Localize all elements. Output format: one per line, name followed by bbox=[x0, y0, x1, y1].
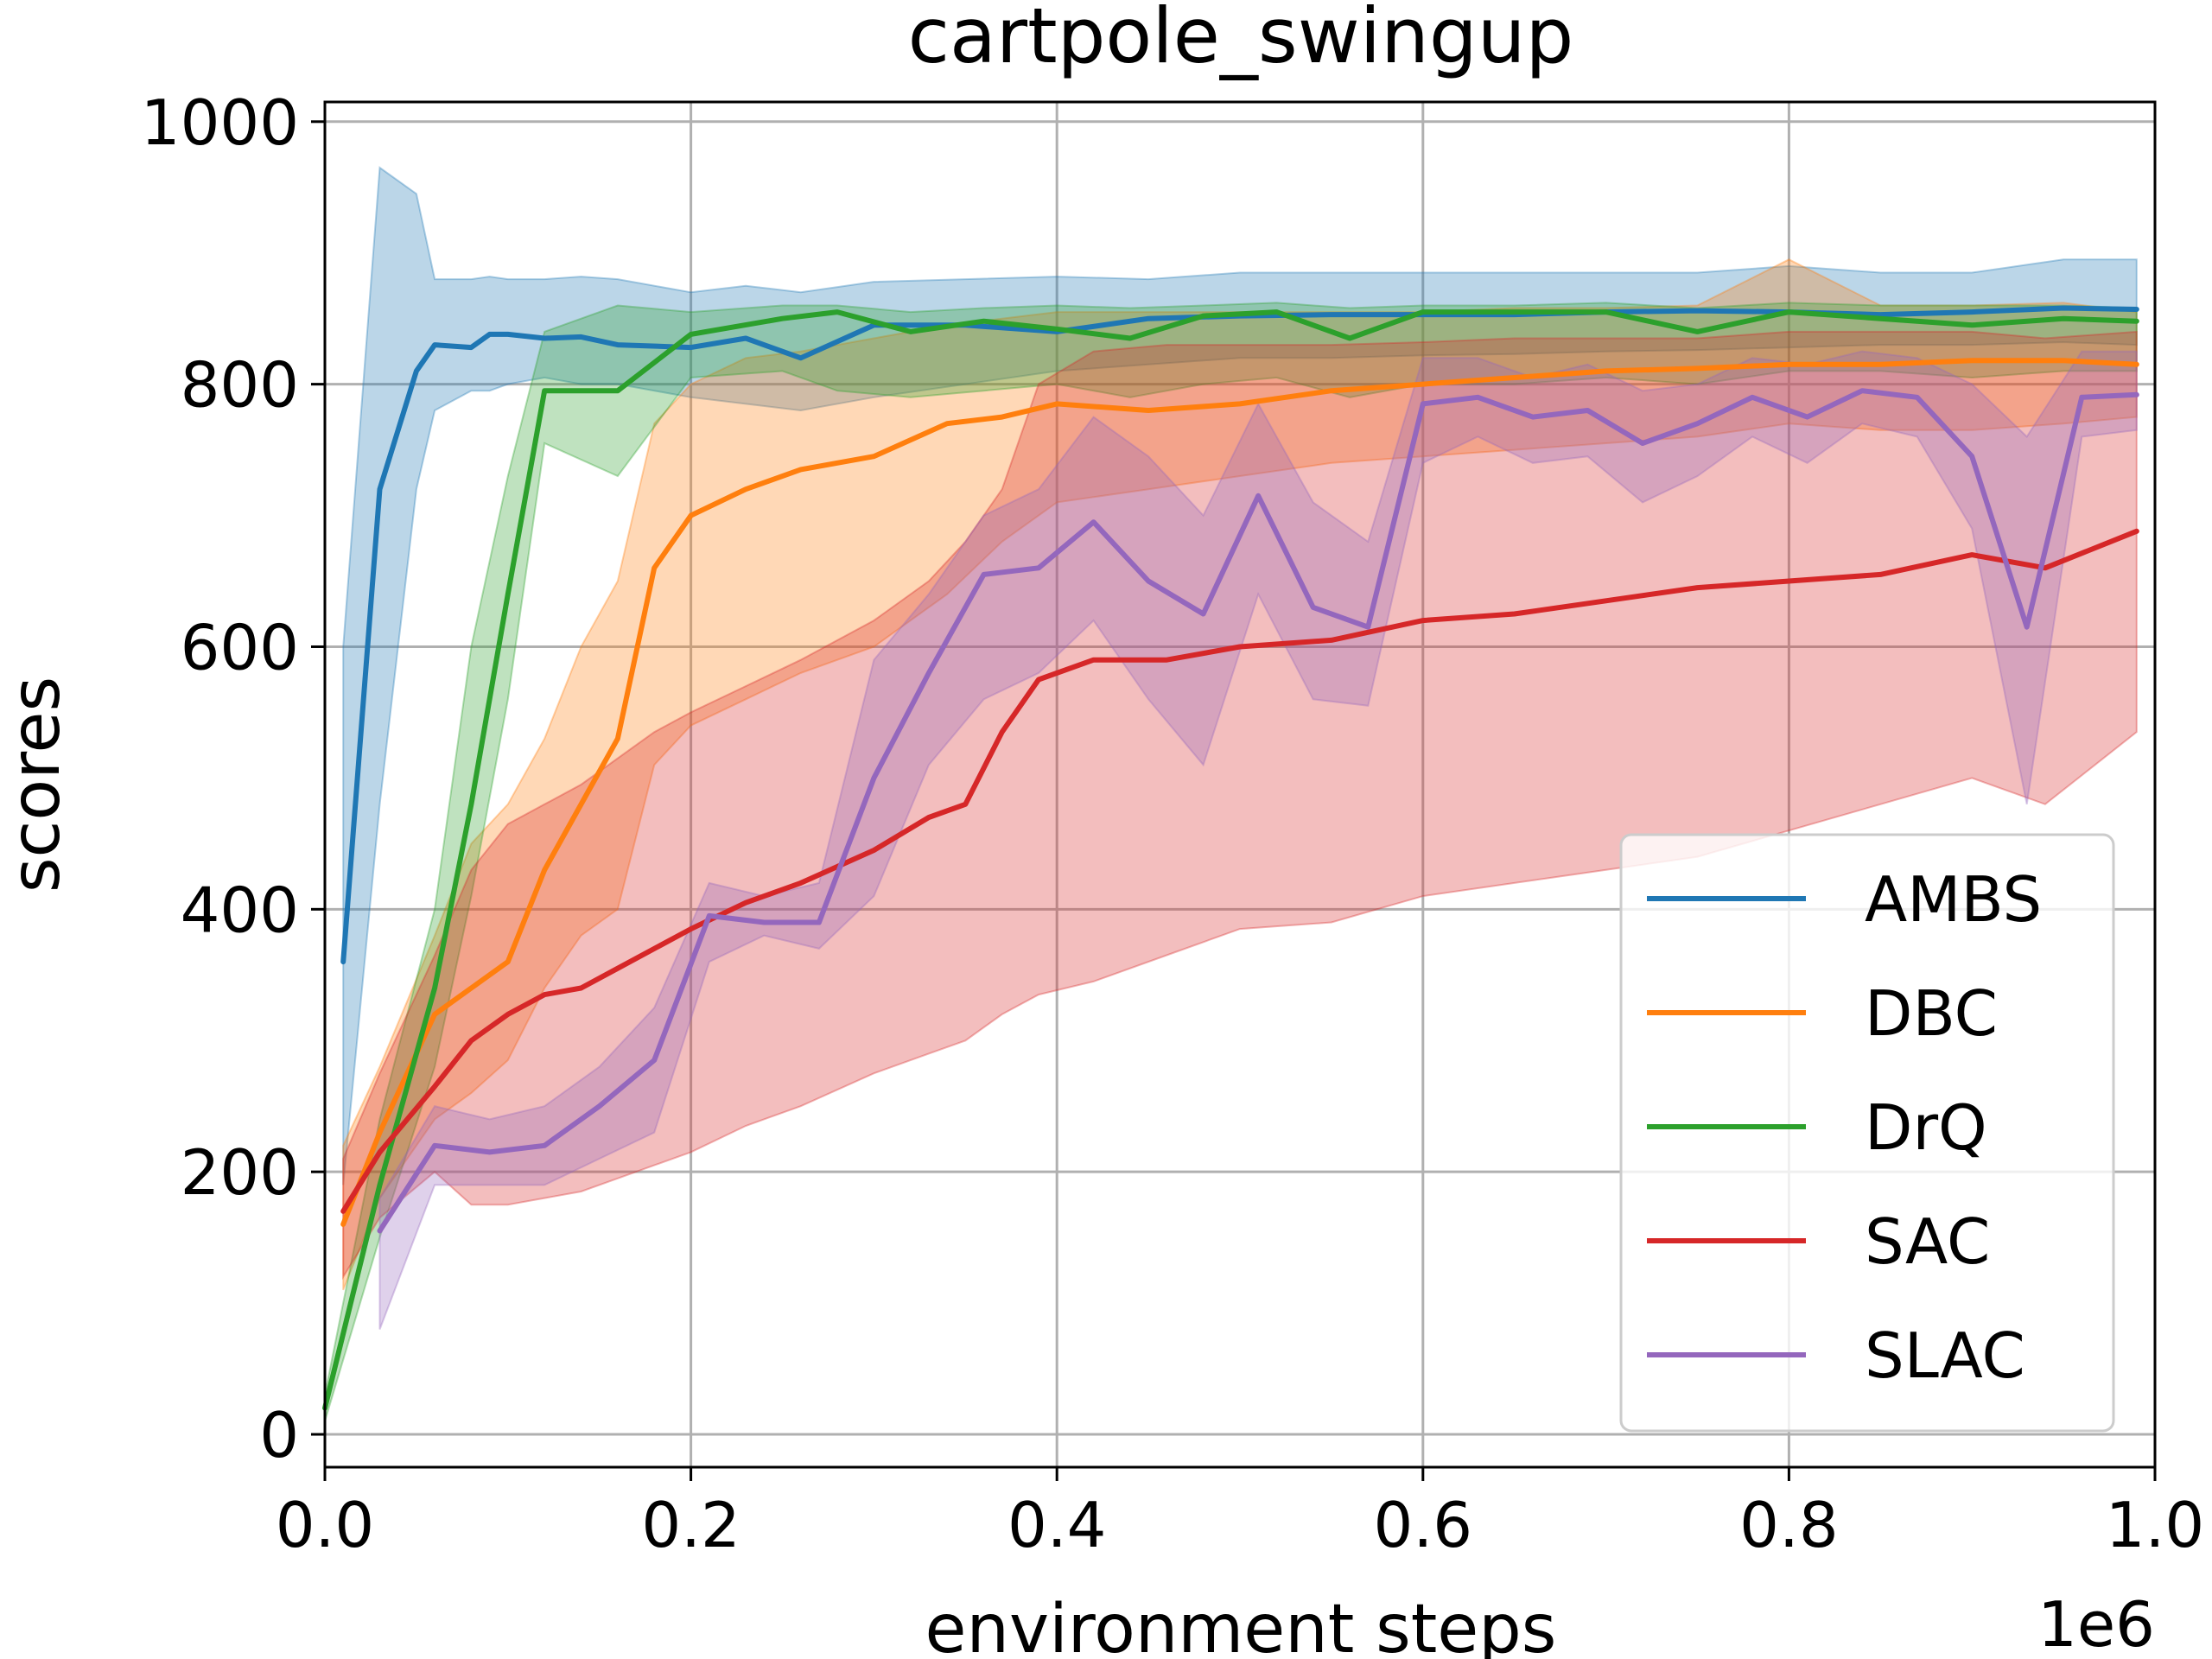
x-axis-label: environment steps bbox=[925, 1591, 1557, 1659]
sac-legend-label: SAC bbox=[1865, 1205, 1990, 1278]
y-tick-label: 600 bbox=[181, 611, 299, 683]
x-tick-label: 0.4 bbox=[1007, 1489, 1107, 1561]
drq-legend-label: DrQ bbox=[1865, 1091, 1987, 1164]
x-axis-multiplier: 1e6 bbox=[2037, 1588, 2155, 1659]
slac-line bbox=[377, 388, 2139, 1234]
chart-title: cartpole_swingup bbox=[908, 0, 1574, 80]
legend-box bbox=[1619, 833, 2115, 1433]
x-tick-label: 0.0 bbox=[276, 1489, 375, 1561]
x-tick-label: 0.8 bbox=[1739, 1489, 1839, 1561]
y-tick-label: 800 bbox=[181, 349, 299, 422]
confidence-bands bbox=[324, 166, 2138, 1422]
x-axis-ticks: 0.0 0.2 0.4 0.6 0.8 1.0 bbox=[276, 1467, 2205, 1561]
drq-band bbox=[324, 302, 2138, 1422]
y-tick-label: 400 bbox=[181, 874, 299, 946]
drq-line bbox=[322, 309, 2139, 1411]
x-tick-label: 0.2 bbox=[641, 1489, 741, 1561]
y-axis-ticks: 0 200 400 600 800 1000 bbox=[141, 86, 325, 1471]
legend: AMBS DBC DrQ SAC SLAC bbox=[1619, 833, 2115, 1433]
y-tick-label: 1000 bbox=[141, 86, 299, 159]
y-axis-label: scores bbox=[0, 677, 75, 893]
ambs-line bbox=[340, 305, 2139, 965]
dbc-legend-label: DBC bbox=[1865, 977, 1998, 1050]
y-tick-label: 200 bbox=[181, 1136, 299, 1209]
x-tick-label: 0.6 bbox=[1374, 1489, 1473, 1561]
slac-legend-label: SLAC bbox=[1865, 1319, 2025, 1392]
dbc-line bbox=[340, 358, 2139, 1227]
ambs-band bbox=[342, 166, 2138, 1185]
ambs-legend-label: AMBS bbox=[1865, 863, 2042, 936]
sac-band bbox=[342, 330, 2138, 1281]
plot-frame bbox=[323, 100, 2157, 1469]
sac-line bbox=[340, 528, 2139, 1214]
slac-band bbox=[378, 350, 2138, 1330]
x-tick-label: 1.0 bbox=[2106, 1489, 2205, 1561]
series-lines bbox=[322, 305, 2139, 1411]
y-tick-label: 0 bbox=[259, 1399, 299, 1471]
dbc-band bbox=[342, 258, 2138, 1291]
